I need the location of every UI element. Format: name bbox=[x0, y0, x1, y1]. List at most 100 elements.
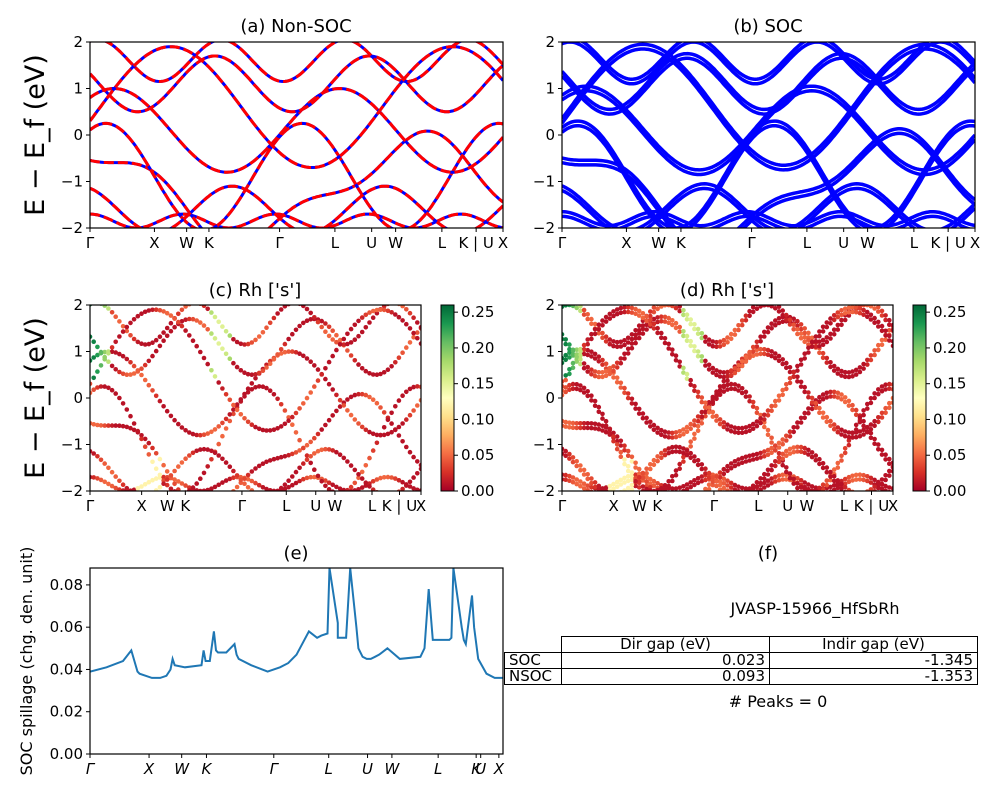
projection-point bbox=[198, 320, 203, 325]
projection-point bbox=[293, 450, 299, 455]
projection-point bbox=[824, 355, 830, 361]
projection-point bbox=[795, 379, 800, 384]
projection-point bbox=[231, 411, 236, 417]
projection-point bbox=[161, 478, 166, 483]
projection-point bbox=[732, 332, 738, 337]
projection-point bbox=[773, 306, 778, 311]
projection-point bbox=[142, 342, 148, 347]
panel-b-title: (b) SOC bbox=[733, 16, 802, 37]
projection-point bbox=[201, 432, 207, 438]
projection-point bbox=[618, 438, 624, 444]
projection-point bbox=[231, 475, 236, 481]
projection-point bbox=[157, 456, 163, 462]
projection-point bbox=[585, 316, 590, 322]
projection-point bbox=[563, 305, 568, 308]
projection-point bbox=[655, 330, 660, 336]
projection-point bbox=[385, 474, 391, 480]
projection-point bbox=[876, 485, 881, 491]
projection-point bbox=[102, 384, 107, 389]
projection-point bbox=[275, 426, 280, 431]
projection-point bbox=[209, 486, 214, 491]
projection-point bbox=[574, 386, 579, 392]
xtick-label: K bbox=[676, 234, 687, 252]
xtick-label: W bbox=[384, 760, 400, 778]
projection-point bbox=[784, 453, 789, 459]
projection-point bbox=[784, 448, 789, 454]
projection-point bbox=[688, 484, 693, 490]
projection-point bbox=[249, 381, 255, 386]
projection-point bbox=[625, 453, 631, 459]
projection-point bbox=[611, 438, 616, 444]
projection-point bbox=[754, 305, 759, 307]
projection-point bbox=[636, 328, 642, 333]
projection-point bbox=[706, 487, 712, 491]
projection-point bbox=[102, 461, 107, 466]
xtick-label: X bbox=[498, 234, 508, 252]
projection-point bbox=[692, 383, 697, 389]
xtick-label: X bbox=[143, 760, 155, 778]
projection-point bbox=[290, 414, 295, 420]
projection-point bbox=[614, 380, 620, 385]
colorbar-tick-label: 0.10 bbox=[461, 410, 494, 428]
projection-point bbox=[400, 350, 405, 356]
projection-point bbox=[282, 341, 288, 347]
projection-point bbox=[853, 407, 859, 413]
projection-point bbox=[323, 321, 328, 326]
projection-point bbox=[400, 479, 405, 485]
projection-point bbox=[581, 365, 587, 371]
projection-point bbox=[194, 343, 199, 349]
projection-point bbox=[706, 405, 712, 410]
projection-point bbox=[876, 387, 881, 392]
projection-point bbox=[271, 392, 277, 397]
projection-point bbox=[633, 479, 638, 484]
projection-point bbox=[839, 427, 844, 433]
projection-point bbox=[717, 344, 723, 349]
projection-point bbox=[673, 449, 679, 454]
projection-point bbox=[574, 421, 579, 426]
gap-table: Dir gap (eV) Indir gap (eV) SOC 0.023 -1… bbox=[504, 636, 978, 685]
projection-point bbox=[648, 485, 653, 490]
projection-point bbox=[887, 456, 892, 462]
projection-point bbox=[684, 448, 690, 453]
projection-point bbox=[769, 476, 774, 481]
projection-point bbox=[714, 368, 719, 373]
projection-point bbox=[809, 339, 815, 345]
projection-point bbox=[659, 314, 664, 320]
projection-point bbox=[150, 353, 155, 359]
projection-point bbox=[655, 306, 660, 312]
projection-point bbox=[747, 428, 752, 434]
projection-point bbox=[839, 312, 844, 318]
projection-point bbox=[688, 480, 693, 485]
projection-point bbox=[828, 360, 833, 365]
projection-point bbox=[124, 485, 130, 491]
ytick-label: 0.00 bbox=[50, 745, 83, 763]
projection-point bbox=[400, 486, 405, 491]
projection-point bbox=[762, 476, 767, 482]
projection-point bbox=[278, 347, 284, 352]
projection-point bbox=[596, 327, 602, 332]
projection-point bbox=[131, 363, 137, 369]
xtick-label: K | U bbox=[930, 234, 965, 252]
projection-point bbox=[820, 465, 826, 471]
projection-point bbox=[684, 452, 690, 458]
projection-point bbox=[308, 359, 314, 365]
xtick-label: L bbox=[840, 497, 849, 515]
projection-point bbox=[256, 426, 262, 432]
projection-point bbox=[636, 335, 642, 341]
projection-point bbox=[795, 323, 800, 329]
projection-point bbox=[345, 341, 350, 347]
projection-point bbox=[861, 408, 866, 413]
projection-point bbox=[887, 473, 892, 478]
projection-point bbox=[585, 483, 590, 489]
projection-point bbox=[352, 322, 358, 328]
projection-point bbox=[194, 432, 199, 438]
projection-point bbox=[714, 413, 719, 419]
band-line-soc bbox=[562, 127, 975, 228]
projection-point bbox=[644, 415, 649, 421]
projection-point bbox=[389, 475, 394, 480]
projection-point bbox=[872, 484, 877, 490]
projection-point bbox=[109, 469, 115, 475]
projection-point bbox=[618, 443, 624, 448]
projection-point bbox=[806, 390, 811, 395]
projection-point bbox=[227, 356, 233, 362]
